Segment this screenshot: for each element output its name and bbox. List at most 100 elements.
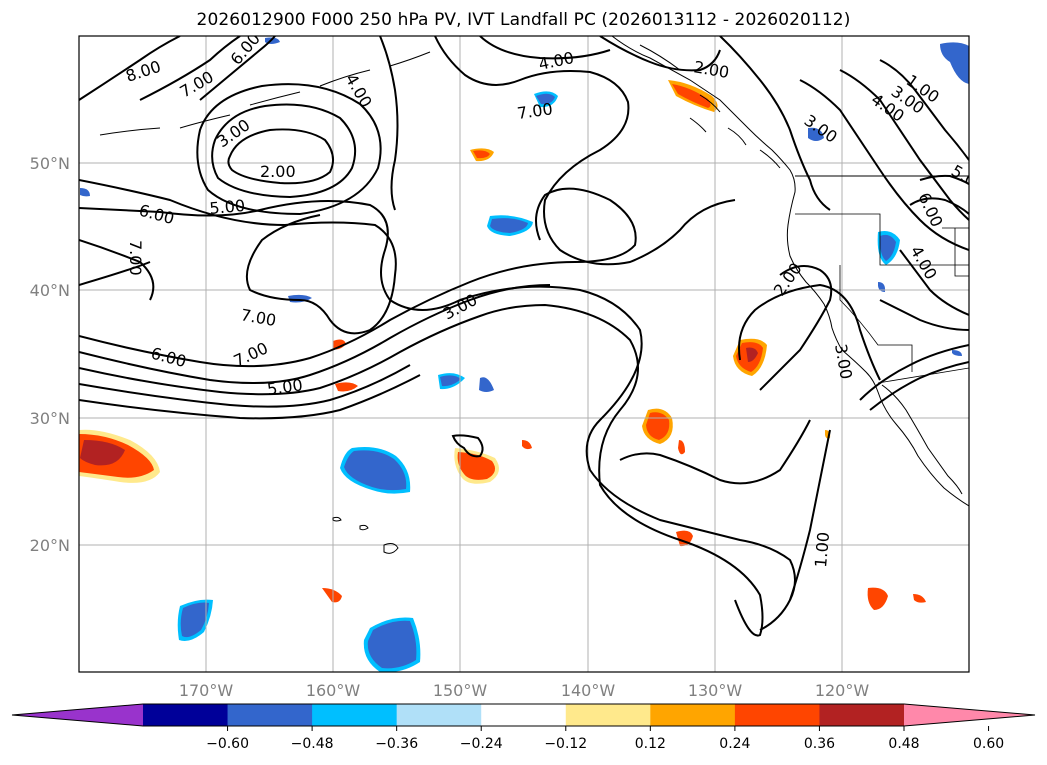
blue-area	[952, 350, 962, 356]
contour-label: 1.00	[811, 531, 833, 568]
red-area	[646, 412, 670, 440]
plot-title: 2026012900 F000 250 hPa PV, IVT Landfall…	[196, 10, 851, 30]
colorbar-tick-label: 0.24	[719, 736, 750, 752]
lat-label: 30°N	[30, 409, 70, 428]
contour-7	[79, 239, 155, 301]
contour-3c	[719, 36, 831, 211]
contour-label: 7.00	[516, 99, 554, 123]
blue-area	[808, 127, 824, 141]
map-frame	[78, 35, 970, 673]
latitude-labels: 50°N 40°N 30°N 20°N	[30, 154, 70, 555]
contour-2	[227, 128, 335, 185]
colorbar-tick-label: −0.36	[375, 736, 418, 752]
contour-label: 7.00	[126, 240, 145, 276]
colorbar-segment	[819, 704, 905, 726]
colorbar-tick-label: 0.48	[888, 736, 919, 752]
red-area	[473, 150, 490, 159]
contour-sw	[619, 419, 811, 485]
contour-7b	[139, 36, 241, 101]
contour-label: 5.00	[266, 375, 304, 399]
colorbar: −0.60 −0.48 −0.36 −0.24 −0.12 0.12 0.24 0.36 0.4…	[11, 703, 1036, 752]
baja-california	[881, 384, 963, 495]
colorbar-tick-label: −0.48	[291, 736, 334, 752]
contour-3b	[79, 187, 637, 368]
colorbar-segment	[227, 704, 313, 726]
coastal-islands	[639, 44, 781, 169]
contour-6c	[79, 284, 551, 385]
lon-label: 140°W	[561, 681, 616, 700]
contour-east3	[879, 59, 969, 161]
contour-east2	[839, 69, 969, 221]
red-area	[333, 339, 346, 350]
colorbar-outline	[11, 703, 1036, 727]
contour-8	[79, 36, 181, 101]
colorbar-tick-label: −0.12	[544, 736, 587, 752]
positive-anomaly-areas	[79, 80, 926, 610]
contour-6b	[199, 36, 276, 101]
blue-area	[479, 377, 494, 392]
colorbar-segment	[396, 704, 482, 726]
contour-label: 2.00	[260, 162, 296, 181]
contour-2b	[599, 36, 721, 72]
aleutians	[99, 51, 431, 136]
lat-label: 20°N	[30, 536, 70, 555]
red-area	[457, 452, 496, 480]
contour-6	[79, 179, 397, 335]
contour-coastal	[738, 283, 881, 381]
colorbar-segment	[143, 704, 229, 726]
blue-area	[940, 42, 969, 84]
blue-area	[536, 93, 555, 105]
north-america-coast	[611, 36, 969, 507]
colorbar-segment	[312, 704, 398, 726]
lon-label: 150°W	[433, 681, 488, 700]
gridlines	[79, 36, 969, 672]
contour-outer	[79, 364, 411, 408]
contour-east1	[799, 79, 969, 251]
colorbar-tick-label: 0.60	[973, 736, 1004, 752]
contour-se	[859, 344, 969, 411]
lon-label: 120°W	[815, 681, 870, 700]
colorbar-tick-label: 0.12	[635, 736, 666, 752]
red-area	[913, 594, 926, 603]
contour-3	[211, 103, 356, 199]
lon-label: 130°W	[688, 681, 743, 700]
colorbar-tick-label: 0.36	[804, 736, 835, 752]
blue-area	[490, 218, 528, 233]
colorbar-segment	[481, 704, 567, 726]
red-area	[672, 84, 711, 108]
negative-anomaly-areas	[80, 37, 969, 672]
contour-small	[451, 434, 484, 458]
contour-4	[196, 83, 382, 216]
contour-1	[759, 265, 833, 631]
contour-5b	[79, 303, 764, 637]
blue-area	[879, 234, 896, 261]
colorbar-extend-max	[904, 704, 1035, 726]
blue-area	[367, 620, 417, 669]
lon-label: 160°W	[306, 681, 361, 700]
contour-4b	[379, 36, 399, 211]
blue-area	[344, 450, 407, 491]
red-area	[867, 587, 888, 610]
lat-label: 50°N	[30, 154, 70, 173]
longitude-labels: 170°W 160°W 150°W 140°W 130°W 120°W	[179, 681, 870, 700]
blue-area	[80, 188, 90, 197]
colorbar-tick-label: −0.24	[460, 736, 503, 752]
blue-area	[440, 375, 461, 387]
contour-label: 5.00	[209, 196, 246, 218]
lon-label: 170°W	[179, 681, 234, 700]
pv-contours	[79, 36, 969, 637]
darkred-area	[80, 440, 125, 466]
contour-4c	[479, 36, 611, 60]
contour-outer2	[79, 374, 421, 420]
red-area	[678, 440, 685, 455]
red-area	[335, 382, 358, 392]
darkred-area	[746, 347, 758, 362]
lat-label: 40°N	[30, 281, 70, 300]
red-area	[522, 440, 532, 450]
colorbar-segment	[650, 704, 736, 726]
hawaii-islands	[332, 516, 399, 554]
contour-east4	[879, 174, 969, 331]
colorbar-extend-min	[12, 704, 143, 726]
blue-area	[180, 602, 209, 638]
